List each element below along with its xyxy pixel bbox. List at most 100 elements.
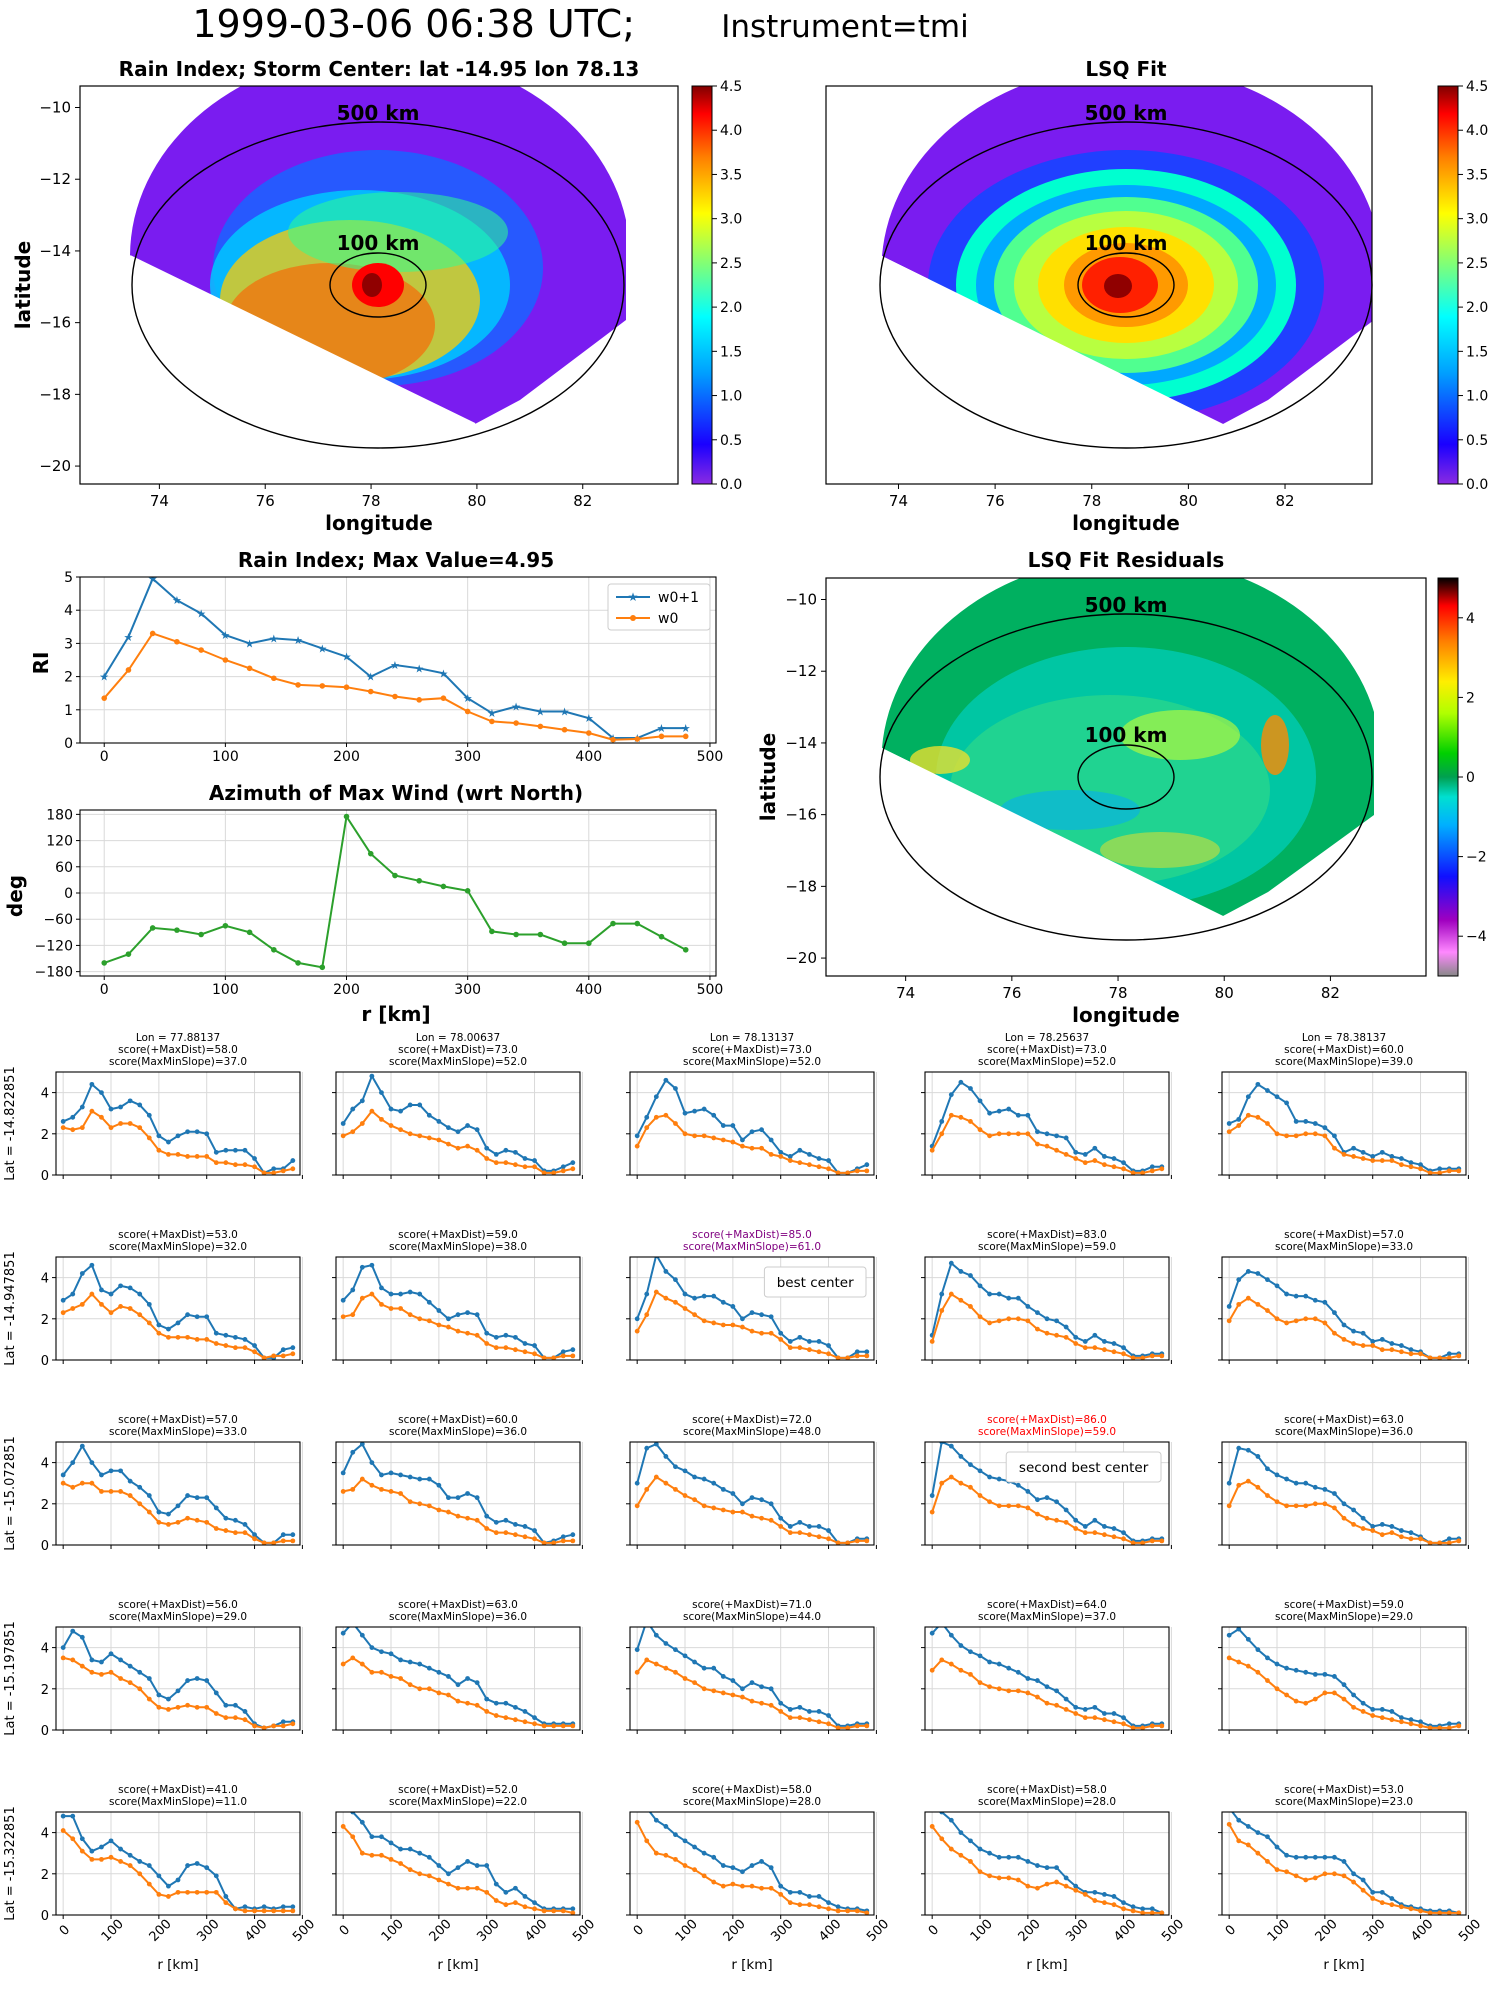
data-point [1332,1330,1337,1336]
data-point [379,1649,384,1655]
data-point [1389,1902,1395,1908]
data-point [252,1532,257,1538]
data-point [551,1355,557,1360]
data-point [1332,1133,1337,1139]
data-point [261,1540,267,1545]
data-point [522,1709,528,1714]
data-point [474,1147,480,1153]
plot-frame [1221,1256,1467,1361]
data-point [223,1900,229,1906]
ring-100km [1077,252,1175,318]
data-point [541,1723,547,1729]
data-point [474,1127,480,1133]
x-tick-label: 200 [333,982,360,998]
y-tick-label: −20 [785,949,817,967]
data-point [778,1892,784,1897]
x-tick-label: 500 [864,1917,892,1945]
data-point [1284,1100,1289,1106]
data-point [1303,1131,1309,1137]
data-point [958,1297,964,1303]
profile-panel-r3-c1: score(+MaxDist)=57.0score(MaxMinSlope)=3… [3,1414,303,1554]
series-w0-line [103,632,686,741]
data-point [1245,1824,1251,1829]
data-point [816,1339,822,1344]
data-point [1255,1669,1261,1675]
data-point [541,1170,547,1175]
data-point [79,1271,85,1276]
profile-panel-r5-c3: score(+MaxDist)=58.0score(MaxMinSlope)=2… [626,1784,892,1973]
data-point [108,1838,114,1844]
data-point [407,1659,413,1665]
data-point [340,1297,346,1303]
data-point [682,1110,688,1116]
data-point [350,1812,356,1815]
data-point [204,1865,210,1871]
data-point [730,1304,736,1309]
plot-area [634,1812,870,1915]
x-tick-label: 500 [697,749,724,765]
data-point [290,1158,296,1163]
profile-panel-r1-c3: Lon = 78.13137score(+MaxDist)=73.0score(… [626,1032,877,1179]
series-w0-line [636,1290,867,1359]
data-point [682,1653,688,1659]
data-point [340,1314,346,1320]
data-point [493,1713,499,1718]
data-point [426,1476,432,1482]
data-point [350,1834,356,1840]
series-w0p1-line [62,1263,294,1359]
data-point [398,1127,403,1133]
data-point [977,1680,983,1686]
data-point [1236,1482,1242,1488]
data-point: ★ [220,629,230,642]
data-point [854,1349,860,1355]
ring-500km [131,121,625,449]
data-point [1073,1887,1079,1893]
data-point [1418,1166,1423,1172]
series-w0-line [931,1475,1162,1544]
data-point [701,1476,707,1482]
profile-panel-r2-c5: score(+MaxDist)=57.0score(MaxMinSlope)=3… [1218,1229,1469,1364]
data-point [1408,1160,1414,1166]
data-point [388,1674,394,1679]
data-point [1293,1119,1299,1124]
data-point: ★ [269,632,279,645]
panel-score-maxdist: score(+MaxDist)=85.0 [692,1229,812,1241]
data-point [532,1343,537,1348]
data-point [778,1154,784,1159]
data-point [1025,1690,1031,1696]
panel-score-maxdist: score(+MaxDist)=72.0 [692,1414,812,1426]
data-point [663,1454,669,1459]
data-point [213,1341,219,1346]
data-point [977,1283,983,1289]
data-point [513,1704,518,1710]
data-point [137,1312,143,1318]
data-point [194,1861,200,1866]
data-point [108,1468,114,1474]
data-point [1245,1663,1251,1669]
data-point [1284,1503,1289,1509]
data-point [503,1530,509,1536]
data-point [807,1717,812,1723]
data-point: ★ [245,637,255,650]
data-point [1015,1316,1021,1322]
series-w0p1-line [103,577,686,739]
panel-score-maxdist: score(+MaxDist)=57.0 [1284,1229,1404,1241]
data-point [634,1647,640,1653]
data-point [996,1318,1002,1324]
x-tick-label: 82 [573,492,592,510]
data-point [1274,1499,1280,1505]
data-point [1437,1910,1443,1915]
data-point [89,1856,95,1862]
data-point [1035,1863,1040,1868]
data-point [137,1871,143,1877]
data-point [242,1162,248,1168]
data-point [369,1291,375,1297]
data-point [350,1129,356,1135]
series-w0-line [636,1475,867,1544]
data-point: ★ [511,700,521,713]
data-point [692,1867,697,1873]
data-point [79,1104,85,1110]
plot-area [60,1262,296,1360]
series-w0-line [342,1477,573,1544]
